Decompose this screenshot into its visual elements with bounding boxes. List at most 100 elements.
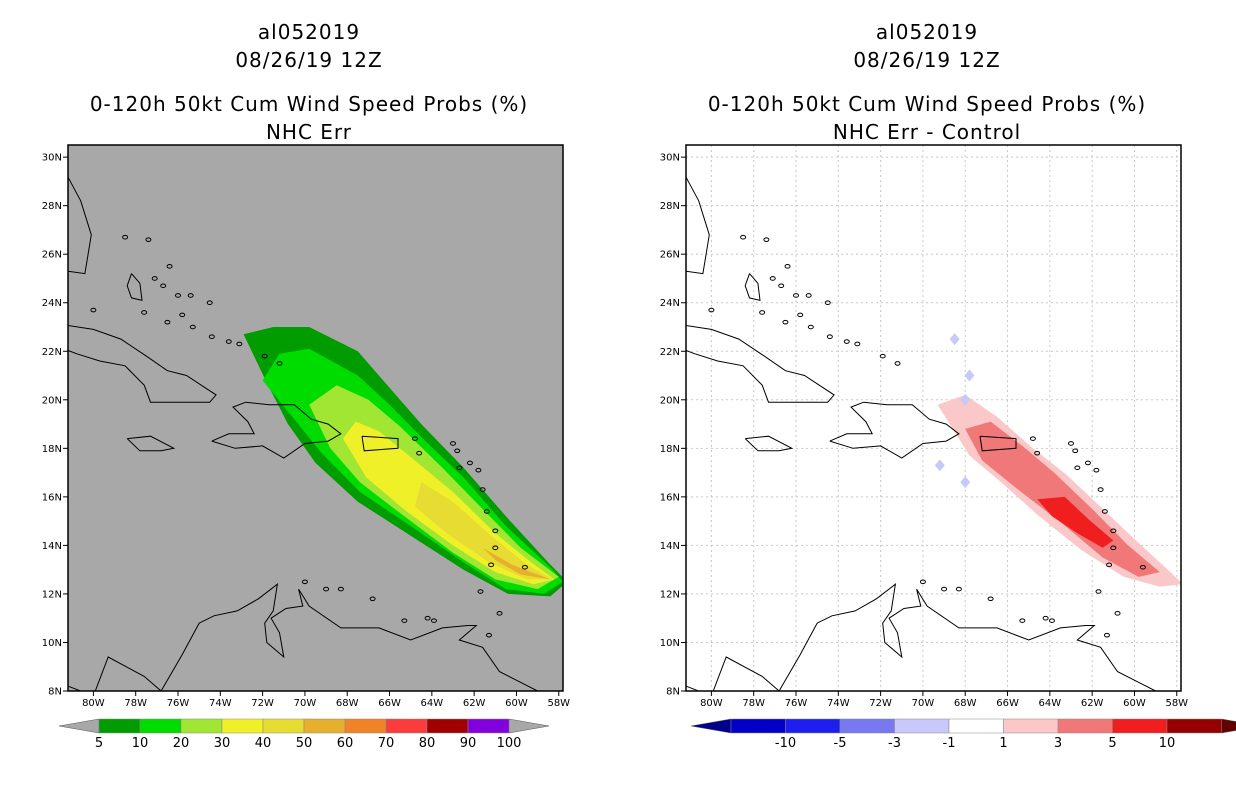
small-island-outline: [466, 460, 473, 466]
small-island-outline: [1048, 618, 1055, 623]
small-island-outline: [1095, 589, 1102, 594]
colorbar-swatch: [1057, 718, 1113, 734]
lon-tick-label: 60W: [1123, 698, 1146, 709]
colorbar-swatch: [344, 718, 387, 734]
lat-tick-label: 24N: [42, 298, 62, 309]
coastline-cuba: [68, 325, 217, 403]
lon-tick-label: 62W: [1081, 698, 1104, 709]
storm-id-title: al052019: [257, 20, 361, 44]
small-island-outline: [1097, 487, 1104, 492]
small-island-outline: [763, 237, 770, 242]
colorbar-swatch: [839, 718, 895, 734]
small-island-outline: [854, 341, 861, 347]
right-panel: al052019 08/26/19 12Z 0-120h 50kt Cum Wi…: [618, 0, 1236, 800]
colorbar-swatch: [303, 718, 346, 734]
small-island-outline: [416, 450, 423, 456]
product-title: 0-120h 50kt Cum Wind Speed Probs (%): [89, 92, 529, 116]
small-island-outline: [1101, 509, 1108, 514]
colorbar-label: 5: [1108, 736, 1116, 751]
small-island-outline: [401, 618, 408, 623]
map-frame: [685, 144, 1182, 692]
small-island-outline: [122, 234, 129, 240]
small-island-outline: [479, 487, 486, 492]
small-island-outline: [187, 293, 194, 298]
small-island-outline: [1019, 618, 1026, 623]
lon-tick-label: 76W: [785, 698, 808, 709]
colorbar-label: 50: [296, 736, 313, 751]
small-island-outline: [337, 586, 344, 592]
small-island-outline: [483, 509, 490, 514]
lon-tick-label: 76W: [167, 698, 190, 709]
small-island-outline: [987, 596, 994, 602]
small-island-outline: [708, 307, 715, 313]
small-island-outline: [1074, 465, 1081, 471]
lon-tick-label: 72W: [869, 698, 892, 709]
small-island-outline: [189, 324, 196, 330]
lon-tick-label: 64W: [421, 698, 444, 709]
lat-tick-label: 8N: [666, 687, 680, 698]
small-island-outline: [411, 436, 418, 441]
colorbar-label: 100: [497, 736, 522, 751]
small-island-outline: [782, 319, 789, 325]
small-island-outline: [826, 334, 833, 340]
subtitle: NHC Err - Control: [832, 120, 1022, 144]
coastline-hispaniola: [829, 401, 960, 459]
colorbar: 5 10 20 30 40 50 60 70 80 90 100: [58, 718, 550, 751]
colorbar-label: -1: [943, 736, 956, 751]
lat-tick-label: 18N: [660, 444, 680, 455]
coastline-puerto-rico: [361, 435, 399, 452]
small-island-outline: [1042, 615, 1049, 621]
colorbar-label: 1: [999, 736, 1007, 751]
small-island-outline: [369, 596, 376, 602]
small-island-outline: [1034, 450, 1041, 456]
lat-tick-label: 10N: [660, 638, 680, 649]
small-island-outline: [301, 579, 308, 585]
coastline-andros: [126, 273, 143, 301]
lon-tick-label: 74W: [209, 698, 232, 709]
lon-tick-label: 66W: [996, 698, 1019, 709]
lon-tick-label: 68W: [336, 698, 359, 709]
colorbar-label: 70: [378, 736, 395, 751]
colorbar-swatch: [426, 718, 469, 734]
product-title: 0-120h 50kt Cum Wind Speed Probs (%): [707, 92, 1147, 116]
lat-tick-label: 20N: [660, 395, 680, 406]
small-island-outline: [225, 339, 232, 344]
negative-difference-spot: [964, 369, 975, 382]
lon-tick-label: 68W: [954, 698, 977, 709]
small-island-outline: [488, 562, 495, 568]
small-island-outline: [1110, 545, 1117, 551]
lat-tick-label: 14N: [42, 541, 62, 552]
lon-tick-label: 74W: [827, 698, 850, 709]
colorbar-swatch: [180, 718, 223, 734]
colorbar-swatch: [385, 718, 428, 734]
small-island-outline: [778, 283, 785, 289]
small-island-outline: [843, 339, 850, 344]
small-island-outline: [740, 234, 747, 240]
colorbar-label: 60: [337, 736, 354, 751]
colorbar-label: -5: [834, 736, 847, 751]
lat-tick-label: 26N: [42, 250, 62, 261]
colorbar-swatch: [1166, 718, 1222, 734]
map-area: [67, 144, 564, 692]
colorbar-label: -10: [775, 736, 796, 751]
coastline-puerto-rico: [979, 435, 1017, 452]
small-island-outline: [919, 579, 926, 585]
small-island-outline: [1029, 436, 1036, 441]
small-island-outline: [323, 586, 330, 592]
small-island-outline: [807, 324, 814, 330]
small-island-outline: [456, 465, 463, 471]
lon-tick-label: 62W: [463, 698, 486, 709]
lon-tick-label: 66W: [378, 698, 401, 709]
coastline-hispaniola: [211, 401, 342, 459]
small-island-outline: [477, 589, 484, 594]
colorbar-label: 80: [419, 736, 436, 751]
negative-difference-spot: [934, 459, 945, 472]
datetime-title: 08/26/19 12Z: [235, 48, 383, 72]
small-island-outline: [521, 564, 528, 570]
lat-tick-label: 24N: [660, 298, 680, 309]
negative-difference-spot: [960, 476, 971, 489]
coastline-south-america: [686, 583, 1156, 691]
colorbar-swatch: [221, 718, 264, 734]
lon-tick-label: 78W: [742, 698, 765, 709]
colorbar: -10 -5 -3 -1 1 3 5 10: [690, 718, 1236, 751]
